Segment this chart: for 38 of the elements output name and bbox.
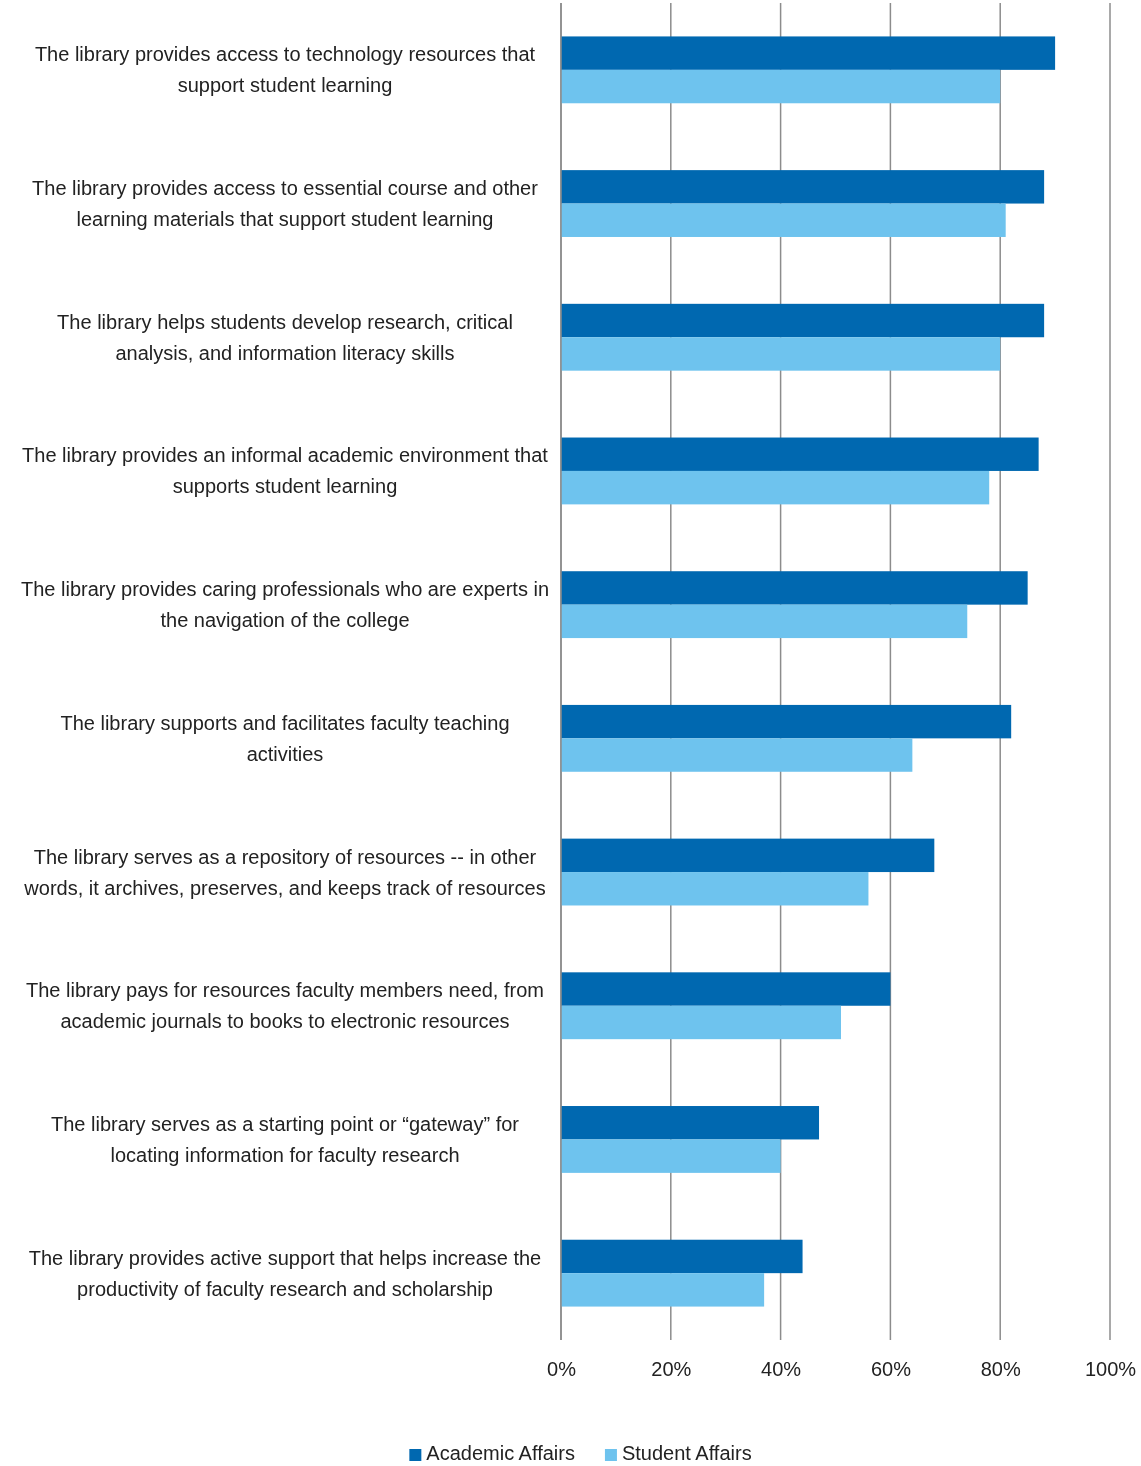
x-tick-label: 20%: [651, 1358, 692, 1381]
y-tick-label: The library pays for resources faculty members need, from academic journals to books to electronic resources: [26, 979, 544, 1033]
bar: [561, 303, 1045, 338]
x-tick-label: 0%: [547, 1358, 577, 1381]
x-tick-label: 40%: [761, 1358, 802, 1381]
x-tick-label: 60%: [870, 1358, 912, 1381]
bar: [561, 203, 1006, 237]
bar: [561, 972, 891, 1006]
bar: [561, 838, 935, 873]
bar: [561, 470, 990, 505]
y-tick-label: The library serves as a repository of resources -- in other words, it archives, preserves, and keeps track of resources: [23, 845, 546, 899]
y-tick-label: The library provides access to essential course and other learning materials that support student learning: [32, 177, 539, 231]
bar: [561, 69, 1001, 104]
bar: [561, 1005, 841, 1040]
bar: [561, 337, 1001, 371]
bar: [561, 1239, 803, 1274]
y-tick-label: The library supports and facilitates faculty teaching activities: [60, 711, 510, 765]
bar: [561, 1139, 781, 1173]
bar: [561, 738, 913, 772]
bar: [561, 571, 1028, 605]
bar: [561, 1106, 820, 1140]
y-tick-label: The library provides access to technology resources that support student learning: [34, 43, 536, 97]
bar: [561, 1273, 765, 1307]
y-tick-label: The library serves as a starting point or “gateway” for locating information for faculty research: [51, 1112, 520, 1166]
y-tick-label: The library provides active support that helps increase the productivity of faculty research and scholarship: [28, 1246, 542, 1300]
legend-label: Academic Affairs: [426, 1442, 575, 1464]
bar: [561, 872, 869, 906]
y-tick-label: The library helps students develop research, critical analysis, and information literacy skills: [57, 310, 513, 364]
y-tick-label: The library provides caring professionals who are experts in the navigation of the college: [20, 578, 550, 632]
bar: [561, 437, 1039, 471]
bar: [561, 704, 1012, 739]
legend-label: Student Affairs: [621, 1442, 752, 1464]
y-tick-label: The library provides an informal academic environment that supports student learning: [22, 444, 549, 498]
bar: [561, 604, 968, 639]
x-tick-label: 100%: [1084, 1358, 1137, 1381]
bar: [561, 36, 1056, 70]
bar: [561, 170, 1045, 204]
x-tick-label: 80%: [980, 1358, 1021, 1381]
